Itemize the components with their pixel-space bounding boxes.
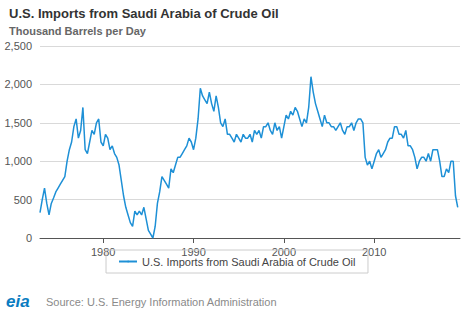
svg-text:U.S. Imports from Saudi Arabia: U.S. Imports from Saudi Arabia of Crude … xyxy=(9,6,279,21)
svg-text:eia: eia xyxy=(6,292,30,311)
svg-text:Thousand Barrels per Day: Thousand Barrels per Day xyxy=(9,25,147,37)
svg-text:2,000: 2,000 xyxy=(4,78,32,90)
svg-text:1,500: 1,500 xyxy=(4,117,32,129)
svg-text:U.S. Imports from Saudi Arabia: U.S. Imports from Saudi Arabia of Crude … xyxy=(142,256,355,268)
svg-text:Source: U.S. Energy Informatio: Source: U.S. Energy Information Administ… xyxy=(46,296,277,308)
svg-text:1980: 1980 xyxy=(91,245,116,258)
svg-text:2,500: 2,500 xyxy=(4,40,32,52)
svg-text:0: 0 xyxy=(26,232,32,244)
svg-text:1,000: 1,000 xyxy=(4,155,32,167)
svg-text:500: 500 xyxy=(14,194,32,206)
svg-text:2010: 2010 xyxy=(362,245,387,258)
